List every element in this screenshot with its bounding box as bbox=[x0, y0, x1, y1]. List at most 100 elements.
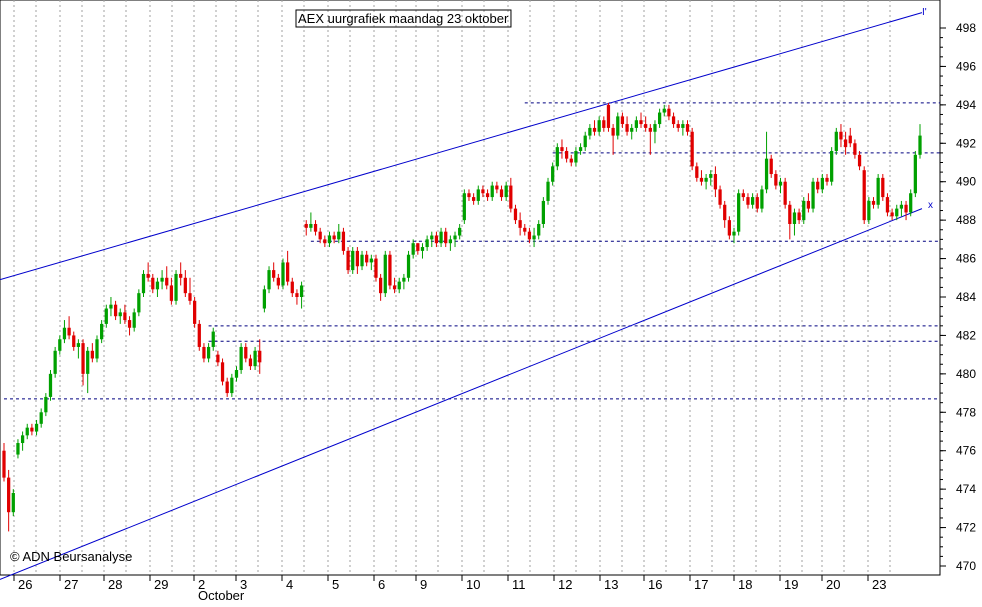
candle-body-down bbox=[286, 262, 290, 282]
candle-body-down bbox=[509, 185, 513, 209]
candle-body-down bbox=[248, 358, 253, 367]
candle-body-up bbox=[657, 112, 662, 125]
candle-body-up bbox=[137, 293, 141, 313]
candle-body-down bbox=[193, 300, 197, 324]
candle-body-up bbox=[504, 185, 508, 198]
candle-body-up bbox=[732, 231, 736, 236]
candle-body-up bbox=[141, 273, 146, 294]
candle-body-up bbox=[583, 135, 587, 148]
candle-body-up bbox=[58, 339, 62, 351]
candle-body-down bbox=[481, 189, 485, 194]
candle-body-up bbox=[662, 108, 666, 113]
candle-body-up bbox=[262, 289, 267, 309]
candle-body-up bbox=[453, 235, 457, 240]
candle-body-down bbox=[625, 124, 629, 132]
candle-body-up bbox=[588, 127, 592, 136]
y-tick-label: 494 bbox=[956, 98, 976, 112]
x-tick-label: 17 bbox=[694, 577, 708, 592]
candle-body-up bbox=[537, 223, 541, 236]
y-tick-label: 474 bbox=[956, 482, 976, 496]
candle-body-down bbox=[416, 243, 420, 251]
candle-body-down bbox=[890, 212, 894, 217]
candle-body-down bbox=[606, 104, 611, 128]
candle-body-down bbox=[113, 304, 118, 317]
candle-body-down bbox=[699, 177, 704, 182]
candle-body-up bbox=[281, 262, 285, 286]
y-tick-label: 490 bbox=[956, 175, 976, 189]
candle-body-down bbox=[499, 189, 504, 198]
candle-body-down bbox=[123, 312, 127, 321]
candle-body-up bbox=[867, 200, 871, 221]
candle-body-up bbox=[76, 343, 81, 347]
candle-body-down bbox=[560, 147, 564, 151]
candle-body-up bbox=[834, 131, 838, 151]
candle-body-up bbox=[681, 124, 685, 128]
candle-body-down bbox=[220, 362, 225, 382]
candle-body-up bbox=[299, 285, 304, 297]
candle-body-up bbox=[309, 223, 313, 228]
candle-body-down bbox=[67, 327, 71, 336]
candle-body-down bbox=[197, 323, 201, 347]
candle-body-up bbox=[253, 350, 257, 367]
candle-body-down bbox=[774, 174, 778, 186]
x-month-label: October bbox=[198, 588, 245, 602]
x-tick-label: 10 bbox=[466, 577, 480, 592]
x-tick-label: 4 bbox=[286, 577, 293, 592]
candle-body-up bbox=[750, 197, 755, 205]
y-tick-label: 472 bbox=[956, 521, 976, 535]
candle-body-down bbox=[295, 293, 299, 297]
candle-body-up bbox=[574, 150, 578, 163]
candle-body-up bbox=[830, 150, 834, 182]
candle-body-up bbox=[709, 174, 713, 178]
y-tick-label: 482 bbox=[956, 328, 976, 342]
candle-body-down bbox=[718, 189, 722, 205]
candle-body-up bbox=[820, 177, 824, 190]
candle-body-down bbox=[523, 227, 527, 232]
candle-body-up bbox=[551, 166, 555, 182]
candle-body-down bbox=[127, 320, 132, 328]
candle-body-down bbox=[569, 158, 573, 163]
candle-body-up bbox=[53, 350, 57, 374]
candle-body-up bbox=[62, 327, 67, 340]
candle-body-up bbox=[420, 247, 425, 251]
candle-body-down bbox=[602, 120, 606, 128]
candle-body-up bbox=[160, 277, 164, 282]
candle-body-down bbox=[816, 181, 820, 190]
candle-body-down bbox=[276, 277, 280, 286]
candle-body-up bbox=[383, 254, 387, 294]
candle-body-up bbox=[764, 158, 769, 190]
candle-body-down bbox=[848, 135, 852, 144]
candle-body-up bbox=[616, 116, 620, 136]
candle-body-down bbox=[518, 220, 522, 228]
candle-body-down bbox=[7, 477, 11, 513]
candle-body-up bbox=[704, 177, 708, 182]
candle-body-down bbox=[671, 116, 676, 125]
candle-body-up bbox=[411, 243, 415, 255]
candle-body-up bbox=[899, 204, 904, 209]
candle-body-up bbox=[876, 177, 880, 205]
candle-body-down bbox=[188, 293, 192, 301]
candle-body-up bbox=[118, 312, 122, 317]
candle-body-down bbox=[853, 143, 857, 155]
x-tick-label: 12 bbox=[558, 577, 572, 592]
channel-line bbox=[0, 208, 923, 580]
candle-body-up bbox=[109, 304, 113, 309]
candle-body-up bbox=[174, 273, 178, 301]
y-tick-label: 484 bbox=[956, 290, 976, 304]
candle-body-down bbox=[667, 108, 671, 117]
candle-body-up bbox=[369, 258, 373, 263]
x-tick-label: 6 bbox=[378, 577, 385, 592]
candle-body-down bbox=[392, 285, 397, 290]
candle-body-down bbox=[676, 124, 680, 128]
candle-body-down bbox=[885, 197, 890, 213]
candle-body-down bbox=[527, 231, 532, 240]
candle-body-up bbox=[34, 423, 39, 432]
candle-body-down bbox=[304, 223, 308, 228]
candle-body-down bbox=[30, 427, 34, 432]
candle-body-down bbox=[244, 346, 248, 359]
candle-body-down bbox=[806, 200, 811, 209]
candle-body-down bbox=[346, 250, 350, 271]
candle-body-up bbox=[16, 443, 20, 455]
candle-body-down bbox=[685, 124, 690, 132]
candle-body-up bbox=[811, 181, 815, 209]
